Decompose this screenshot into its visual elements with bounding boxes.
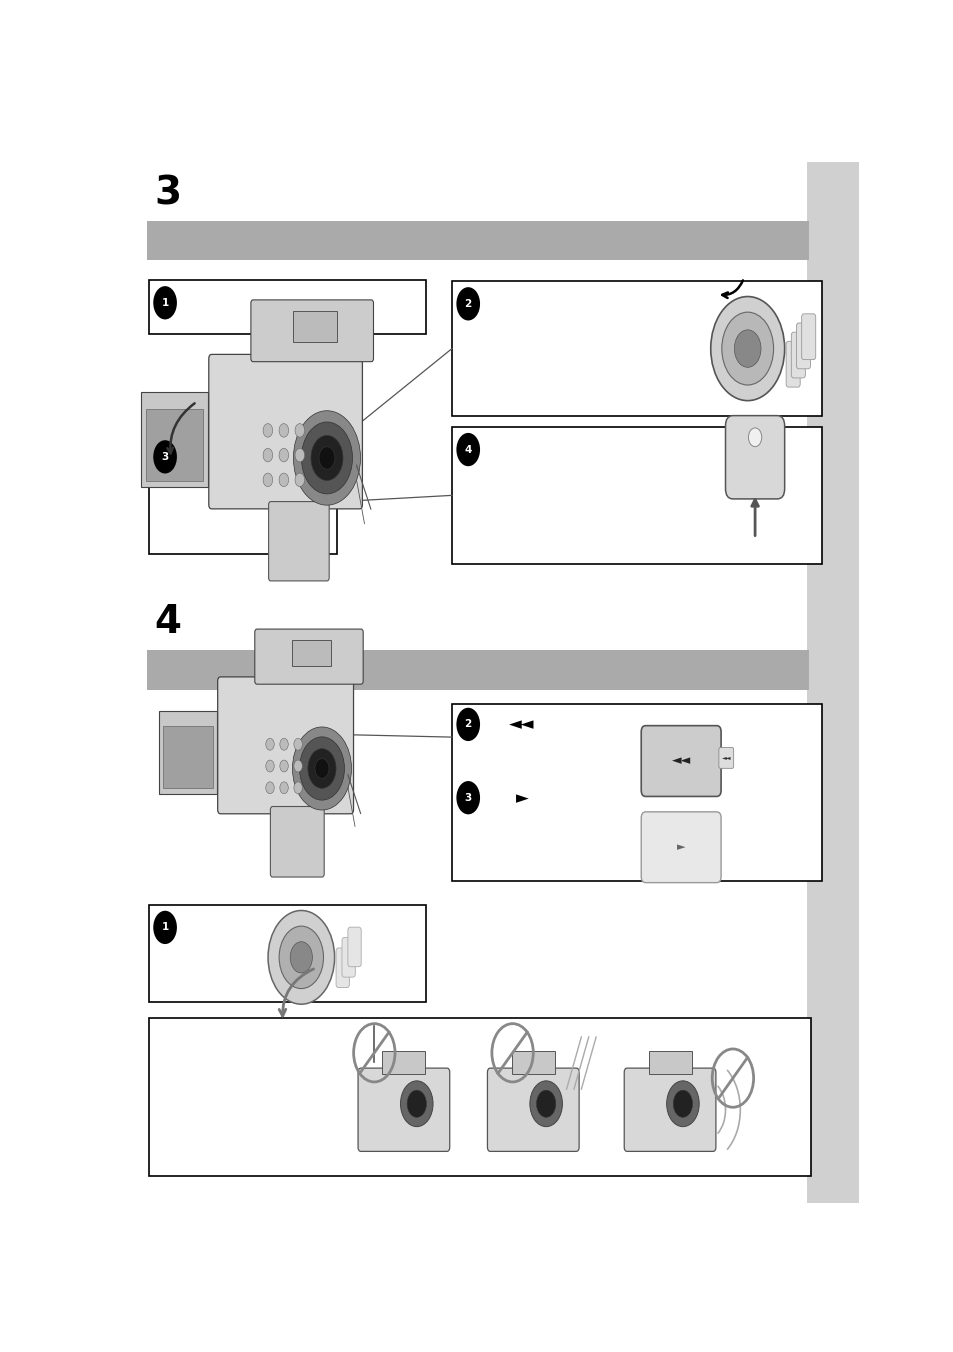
Circle shape — [308, 749, 335, 788]
Bar — [146, 410, 203, 480]
FancyBboxPatch shape — [487, 1068, 578, 1152]
Bar — [806, 162, 858, 1203]
Text: 3: 3 — [154, 174, 182, 212]
Circle shape — [666, 1080, 699, 1126]
Bar — [147, 650, 808, 690]
Circle shape — [311, 435, 342, 480]
Circle shape — [294, 423, 304, 437]
FancyBboxPatch shape — [209, 354, 362, 508]
Bar — [452, 427, 821, 564]
Circle shape — [279, 926, 323, 988]
FancyBboxPatch shape — [217, 677, 354, 814]
Bar — [293, 311, 337, 342]
Circle shape — [153, 287, 176, 319]
Bar — [141, 392, 208, 487]
Circle shape — [153, 441, 176, 473]
Circle shape — [266, 760, 274, 772]
Circle shape — [673, 1090, 692, 1117]
Bar — [648, 1052, 691, 1073]
Bar — [149, 434, 337, 554]
Text: 4: 4 — [464, 445, 472, 454]
Bar — [512, 1052, 554, 1073]
FancyBboxPatch shape — [801, 314, 815, 360]
Circle shape — [279, 449, 289, 462]
FancyBboxPatch shape — [719, 748, 733, 768]
Text: ◄◄: ◄◄ — [671, 754, 690, 768]
Circle shape — [318, 446, 335, 469]
Circle shape — [536, 1090, 556, 1117]
Bar — [382, 1052, 425, 1073]
FancyBboxPatch shape — [724, 415, 783, 499]
Circle shape — [456, 287, 479, 320]
Text: 3: 3 — [161, 452, 169, 462]
Bar — [149, 280, 426, 334]
Circle shape — [294, 738, 302, 750]
FancyBboxPatch shape — [623, 1068, 715, 1152]
Circle shape — [290, 942, 312, 973]
Text: 2: 2 — [464, 299, 472, 308]
FancyBboxPatch shape — [335, 948, 349, 987]
Circle shape — [456, 707, 479, 741]
Circle shape — [299, 737, 344, 800]
Circle shape — [266, 781, 274, 794]
FancyBboxPatch shape — [270, 807, 324, 877]
Circle shape — [279, 781, 288, 794]
Bar — [147, 220, 808, 260]
Text: 2: 2 — [464, 719, 472, 729]
Text: ►: ► — [677, 842, 684, 852]
Bar — [452, 703, 821, 880]
Circle shape — [263, 473, 273, 487]
FancyBboxPatch shape — [348, 927, 361, 967]
FancyBboxPatch shape — [790, 333, 804, 379]
FancyBboxPatch shape — [341, 937, 355, 977]
Text: 1: 1 — [161, 297, 169, 308]
Circle shape — [734, 330, 760, 368]
Circle shape — [294, 411, 360, 506]
FancyBboxPatch shape — [785, 341, 800, 387]
Circle shape — [263, 423, 273, 437]
Bar — [149, 1018, 810, 1176]
Circle shape — [279, 760, 288, 772]
Circle shape — [293, 727, 351, 810]
Circle shape — [268, 910, 335, 1005]
Circle shape — [294, 760, 302, 772]
Circle shape — [529, 1080, 562, 1126]
FancyBboxPatch shape — [640, 726, 720, 796]
Circle shape — [400, 1080, 433, 1126]
Text: 4: 4 — [154, 603, 182, 641]
Text: ►: ► — [516, 788, 528, 807]
Text: 3: 3 — [464, 792, 472, 803]
FancyBboxPatch shape — [796, 323, 810, 369]
Bar — [292, 639, 331, 667]
Bar — [158, 711, 217, 794]
Circle shape — [153, 911, 176, 944]
FancyBboxPatch shape — [254, 629, 363, 684]
Text: 1: 1 — [161, 922, 169, 933]
Bar — [452, 281, 821, 416]
Circle shape — [266, 738, 274, 750]
Circle shape — [748, 429, 760, 446]
Bar — [163, 726, 213, 788]
Circle shape — [294, 781, 302, 794]
Circle shape — [407, 1090, 426, 1117]
Circle shape — [456, 781, 479, 814]
Circle shape — [279, 423, 289, 437]
Circle shape — [456, 433, 479, 466]
Circle shape — [279, 473, 289, 487]
FancyBboxPatch shape — [251, 300, 374, 362]
Circle shape — [710, 296, 783, 400]
FancyBboxPatch shape — [357, 1068, 449, 1152]
Circle shape — [263, 449, 273, 462]
Text: ◄◄: ◄◄ — [720, 756, 730, 760]
FancyBboxPatch shape — [640, 811, 720, 883]
Circle shape — [294, 473, 304, 487]
Circle shape — [721, 312, 773, 385]
Text: ◄◄: ◄◄ — [509, 715, 535, 733]
Bar — [149, 904, 426, 1002]
FancyBboxPatch shape — [269, 502, 329, 581]
Circle shape — [314, 758, 329, 779]
Circle shape — [294, 449, 304, 462]
Circle shape — [301, 422, 353, 493]
Circle shape — [279, 738, 288, 750]
